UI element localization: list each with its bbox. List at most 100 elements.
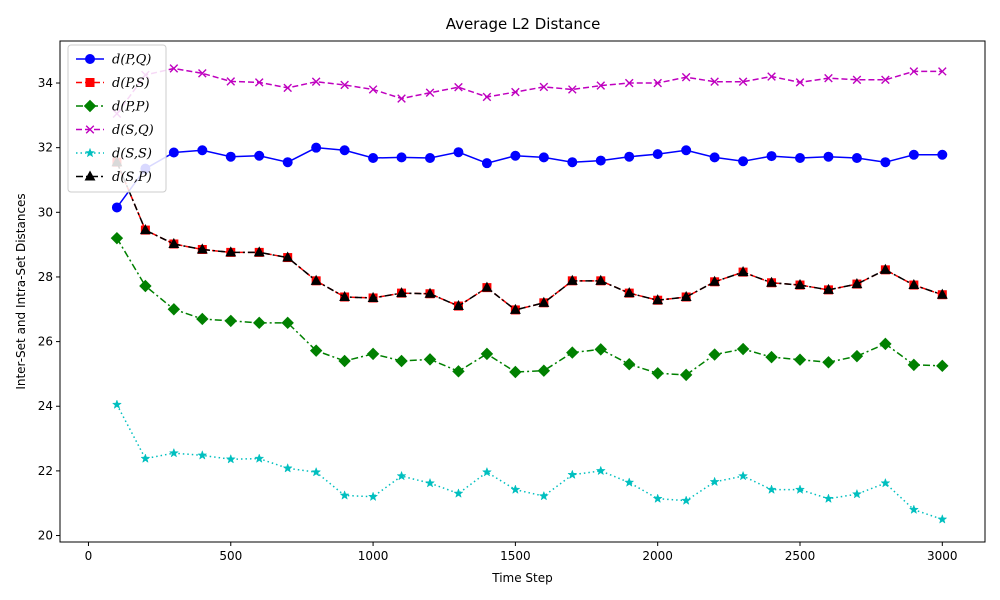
data-point [822, 356, 835, 369]
data-point [453, 299, 464, 311]
data-point [880, 477, 891, 488]
legend-item: d(S,S) [76, 147, 152, 162]
data-point [879, 337, 892, 351]
data-point [310, 274, 322, 285]
x-tick-label: 1000 [358, 549, 389, 563]
data-point [767, 72, 776, 81]
chart-title: Average L2 Distance [446, 15, 601, 33]
data-point [736, 342, 750, 356]
data-point [908, 149, 919, 160]
data-point [225, 246, 237, 257]
data-point [595, 274, 607, 285]
data-point [254, 78, 264, 87]
data-point [396, 152, 407, 163]
data-point [568, 85, 577, 94]
y-axis: 20 22 24 26 28 30 32 34 [38, 76, 60, 543]
legend-label: d(S,P) [112, 170, 152, 185]
data-point [624, 78, 634, 88]
x-axis-label: Time Step [491, 571, 553, 585]
data-point [140, 453, 151, 463]
data-point [511, 87, 520, 97]
data-point [224, 314, 237, 328]
data-point [708, 348, 721, 361]
y-tick-label: 20 [38, 529, 53, 543]
data-point [167, 303, 181, 316]
data-point [452, 365, 465, 378]
x-tick-label: 0 [85, 549, 93, 563]
data-point [197, 145, 208, 156]
series-line [116, 404, 943, 521]
series-0 [111, 142, 948, 213]
y-tick-label: 34 [38, 76, 53, 90]
data-point [652, 493, 663, 504]
data-point [652, 149, 663, 160]
data-point [766, 151, 777, 162]
legend-marker [84, 147, 96, 158]
legend-label: d(S,S) [112, 147, 152, 162]
data-point [824, 73, 833, 83]
data-point [594, 343, 607, 356]
data-point [851, 488, 862, 499]
data-point [851, 153, 862, 164]
x-tick-label: 2000 [642, 549, 673, 563]
data-point [881, 75, 890, 85]
data-point [624, 151, 635, 162]
legend-item: d(P,P) [76, 100, 149, 115]
data-point [681, 145, 692, 156]
series-1 [112, 157, 947, 315]
data-point [537, 364, 551, 377]
data-point [623, 358, 636, 371]
data-point [510, 150, 521, 161]
data-point [738, 470, 749, 481]
x-axis: 0 500 1000 1500 2000 2500 3000 [85, 542, 958, 563]
data-point [823, 151, 834, 162]
data-point [197, 450, 208, 460]
legend-item: d(P,S) [76, 76, 150, 91]
data-point [710, 77, 719, 87]
legend-item: d(S,P) [76, 170, 152, 185]
x-tick-label: 1500 [500, 549, 531, 563]
data-point [566, 346, 579, 359]
legend-item: d(P,Q) [76, 53, 151, 68]
data-point [168, 147, 179, 158]
data-point [823, 283, 834, 294]
data-point [936, 359, 949, 373]
x-tick-label: 3000 [927, 549, 958, 563]
series-5 [111, 156, 948, 314]
series-4 [111, 399, 948, 524]
data-point [538, 296, 550, 307]
data-point [454, 82, 463, 92]
data-point [823, 493, 834, 503]
data-point [425, 153, 435, 164]
data-point [679, 368, 693, 382]
data-point [624, 477, 635, 487]
y-tick-label: 32 [38, 141, 53, 155]
series-line [116, 67, 943, 115]
data-point [567, 157, 578, 168]
data-point [938, 67, 947, 76]
data-point [311, 466, 322, 477]
data-point [453, 147, 464, 158]
data-point [396, 287, 407, 298]
data-point [567, 469, 578, 480]
legend-marker [85, 125, 95, 134]
data-point [339, 290, 351, 301]
legend-marker [85, 54, 95, 64]
data-point [225, 453, 236, 464]
data-point [907, 358, 921, 372]
y-tick-label: 26 [38, 335, 53, 349]
data-point [482, 92, 492, 102]
data-point [396, 470, 407, 481]
data-point [880, 157, 891, 168]
data-point [765, 350, 778, 364]
data-point [738, 77, 748, 87]
data-point [709, 152, 720, 163]
data-point [595, 465, 606, 476]
data-point [282, 157, 293, 168]
data-point [623, 287, 635, 298]
data-point [851, 278, 863, 289]
series-line [116, 146, 943, 208]
data-point [196, 243, 208, 254]
data-point [680, 290, 692, 301]
